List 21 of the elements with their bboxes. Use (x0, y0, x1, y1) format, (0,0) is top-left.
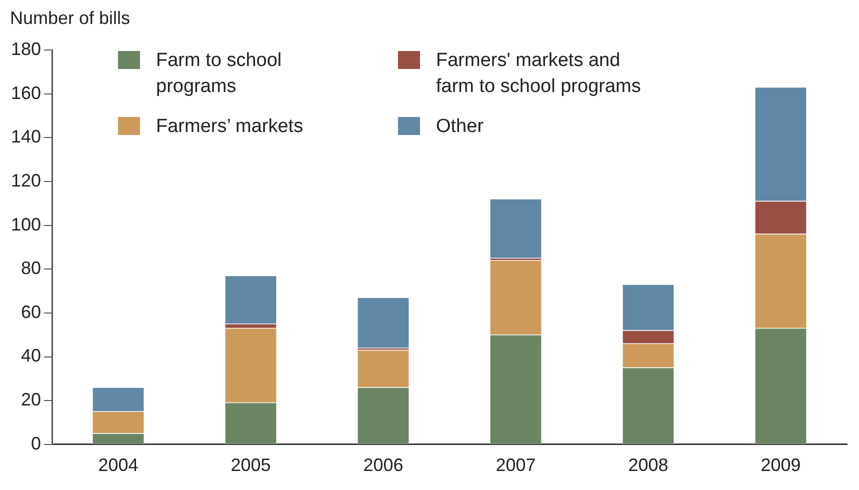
y-tick-label: 80 (21, 258, 42, 278)
y-tick-label: 140 (10, 126, 42, 147)
y-tick-label: 0 (31, 433, 42, 454)
y-tick-label: 180 (10, 38, 42, 59)
legend-label: Farmers’ markets (156, 115, 304, 139)
x-tick-label: 2008 (628, 455, 668, 476)
y-tick-label: 100 (10, 214, 42, 234)
legend-label: Farm to school programs (156, 49, 283, 99)
y-tick-label: 20 (21, 390, 42, 410)
x-tick-label: 2007 (496, 455, 536, 476)
x-tick-label: 2006 (363, 455, 404, 476)
x-tick-label: 2009 (760, 455, 801, 476)
y-tick-label: 60 (21, 302, 42, 322)
y-tick-label: 120 (10, 170, 42, 190)
y-tick-label: 40 (21, 346, 42, 366)
y-axis-title: Number of bills (10, 8, 130, 29)
x-tick-label: 2005 (230, 455, 271, 476)
legend-label: Farmers' markets and farm to school programs (436, 49, 642, 99)
legend-label: Other (436, 115, 485, 139)
y-tick-label: 160 (10, 82, 42, 103)
x-tick-label: 2004 (98, 455, 138, 476)
